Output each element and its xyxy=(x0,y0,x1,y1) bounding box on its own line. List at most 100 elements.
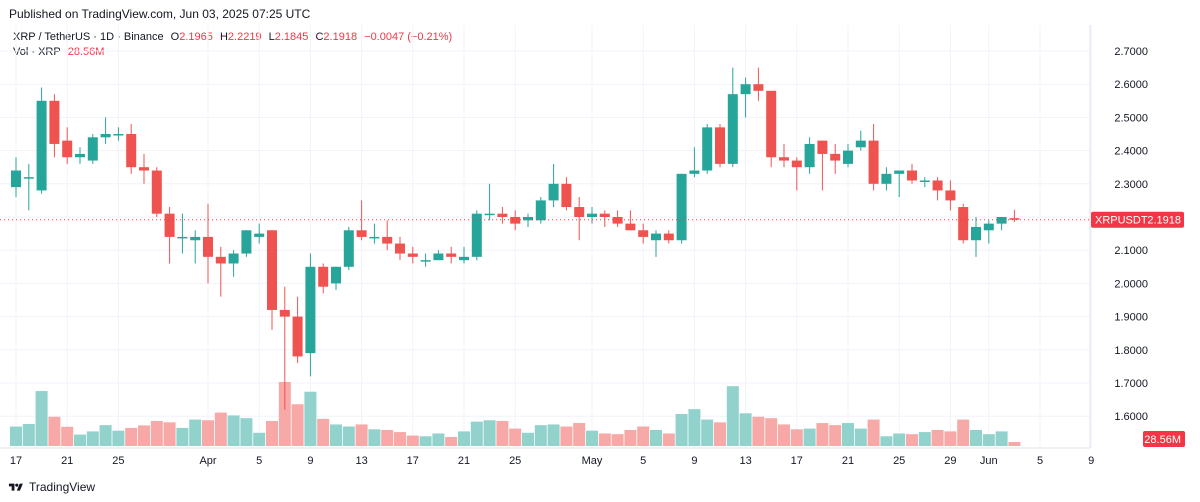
date-tick-label: May xyxy=(582,455,603,467)
volume-bar xyxy=(138,425,150,446)
candle-body xyxy=(139,167,149,171)
candle-body xyxy=(702,127,713,171)
tradingview-logo-icon xyxy=(8,483,23,491)
candle-body xyxy=(971,226,981,241)
candle-body xyxy=(87,137,98,161)
volume-bar xyxy=(982,434,995,446)
candle-body xyxy=(36,100,47,191)
candle-body xyxy=(868,140,879,184)
tradingview-brand[interactable]: TradingView xyxy=(8,480,95,494)
candle-body xyxy=(932,180,943,191)
volume-bar xyxy=(675,414,688,446)
volume-bar xyxy=(406,435,419,446)
candle-body xyxy=(177,236,188,239)
candle-body xyxy=(420,260,431,262)
candle-body xyxy=(484,213,495,216)
candle-body xyxy=(958,207,969,241)
candle-body xyxy=(676,173,687,241)
volume-bar xyxy=(483,420,496,446)
candle-body xyxy=(791,160,802,168)
volume-bar xyxy=(202,420,214,446)
candle-body xyxy=(49,100,60,144)
volume-legend: Vol · XRP 28.56M xyxy=(13,46,104,58)
open-value: 2.1965 xyxy=(179,31,213,43)
volume-bar xyxy=(880,436,893,446)
price-tick-label: 2.6000 xyxy=(1114,79,1148,91)
date-tick-label: 21 xyxy=(842,455,854,467)
volume-bar xyxy=(714,422,726,446)
volume-bar xyxy=(573,423,586,446)
published-caption: Published on TradingView.com, Jun 03, 20… xyxy=(9,7,311,21)
volume-bar xyxy=(688,409,701,446)
volume-bar xyxy=(739,413,752,446)
volume-bar xyxy=(10,426,22,446)
date-tick-label: 13 xyxy=(355,455,367,467)
volume-bar xyxy=(918,432,931,446)
volume-bar xyxy=(330,424,342,446)
candle-body xyxy=(11,170,21,188)
candle-body xyxy=(471,213,482,257)
close-value: 2.1918 xyxy=(323,31,358,43)
date-tick-label: Apr xyxy=(199,455,216,467)
volume-bar xyxy=(944,431,957,446)
price-tick-label: 2.0000 xyxy=(1114,278,1148,290)
ohlc-legend: XRP / TetherUS · 1D · Binance O2.1965 H2… xyxy=(13,31,452,43)
date-tick-label: 5 xyxy=(640,455,646,467)
volume-bar xyxy=(176,427,189,446)
candle-body xyxy=(510,217,521,224)
volume-bar xyxy=(74,434,86,446)
candle-body xyxy=(279,309,290,317)
volume-bar xyxy=(701,419,714,446)
volume-bar xyxy=(893,433,906,446)
candle-body xyxy=(843,150,853,164)
candle-body xyxy=(113,134,124,136)
candle-body xyxy=(382,236,393,244)
volume-bar xyxy=(99,425,112,446)
candle-body xyxy=(356,230,367,237)
date-tick-label: 17 xyxy=(10,455,22,467)
volume-value: 28.56M xyxy=(67,46,105,58)
date-tick-label: 9 xyxy=(691,455,697,467)
symbol-info[interactable]: XRP / TetherUS · 1D · Binance xyxy=(13,31,164,43)
price-tick-label: 2.4000 xyxy=(1114,146,1148,158)
price-tick-label: 1.7000 xyxy=(1114,378,1148,390)
volume-bar xyxy=(1008,442,1021,446)
change-value: −0.0047 (−0.21%) xyxy=(364,31,453,43)
price-tick-label: 2.3000 xyxy=(1114,179,1148,191)
volume-bar xyxy=(957,419,970,446)
volume-bar xyxy=(253,432,266,446)
volume-bar xyxy=(522,432,534,446)
volume-label[interactable]: Vol · XRP xyxy=(13,46,61,58)
candle-body xyxy=(151,170,162,214)
candle-body xyxy=(100,134,111,138)
volume-bar xyxy=(419,436,432,446)
open-label: O xyxy=(170,31,180,43)
volume-bar xyxy=(432,433,445,446)
volume-bar xyxy=(752,416,765,446)
candle-body xyxy=(228,253,239,264)
price-tick-label: 2.5000 xyxy=(1114,112,1148,124)
date-tick-label: 9 xyxy=(307,455,313,467)
candle-body xyxy=(548,183,559,201)
candle-body xyxy=(715,127,725,164)
volume-bar xyxy=(266,420,278,446)
volume-bar xyxy=(496,420,509,446)
volume-bar xyxy=(931,430,944,446)
candle-body xyxy=(983,223,994,231)
volume-bar xyxy=(355,424,368,446)
volume-bar xyxy=(112,430,125,446)
candle-body xyxy=(535,200,546,221)
candle-body xyxy=(164,213,175,237)
date-tick-label: 25 xyxy=(509,455,521,467)
candle-body xyxy=(625,223,636,231)
volume-bar xyxy=(381,430,394,446)
candle-body xyxy=(599,213,610,217)
candle-body xyxy=(817,140,828,154)
volume-bar xyxy=(803,428,816,446)
candle-body xyxy=(254,233,265,237)
volume-bar xyxy=(304,391,317,446)
price-tick-label: 2.7000 xyxy=(1114,46,1148,58)
volume-bar xyxy=(458,431,470,446)
volume-bar xyxy=(227,415,240,446)
